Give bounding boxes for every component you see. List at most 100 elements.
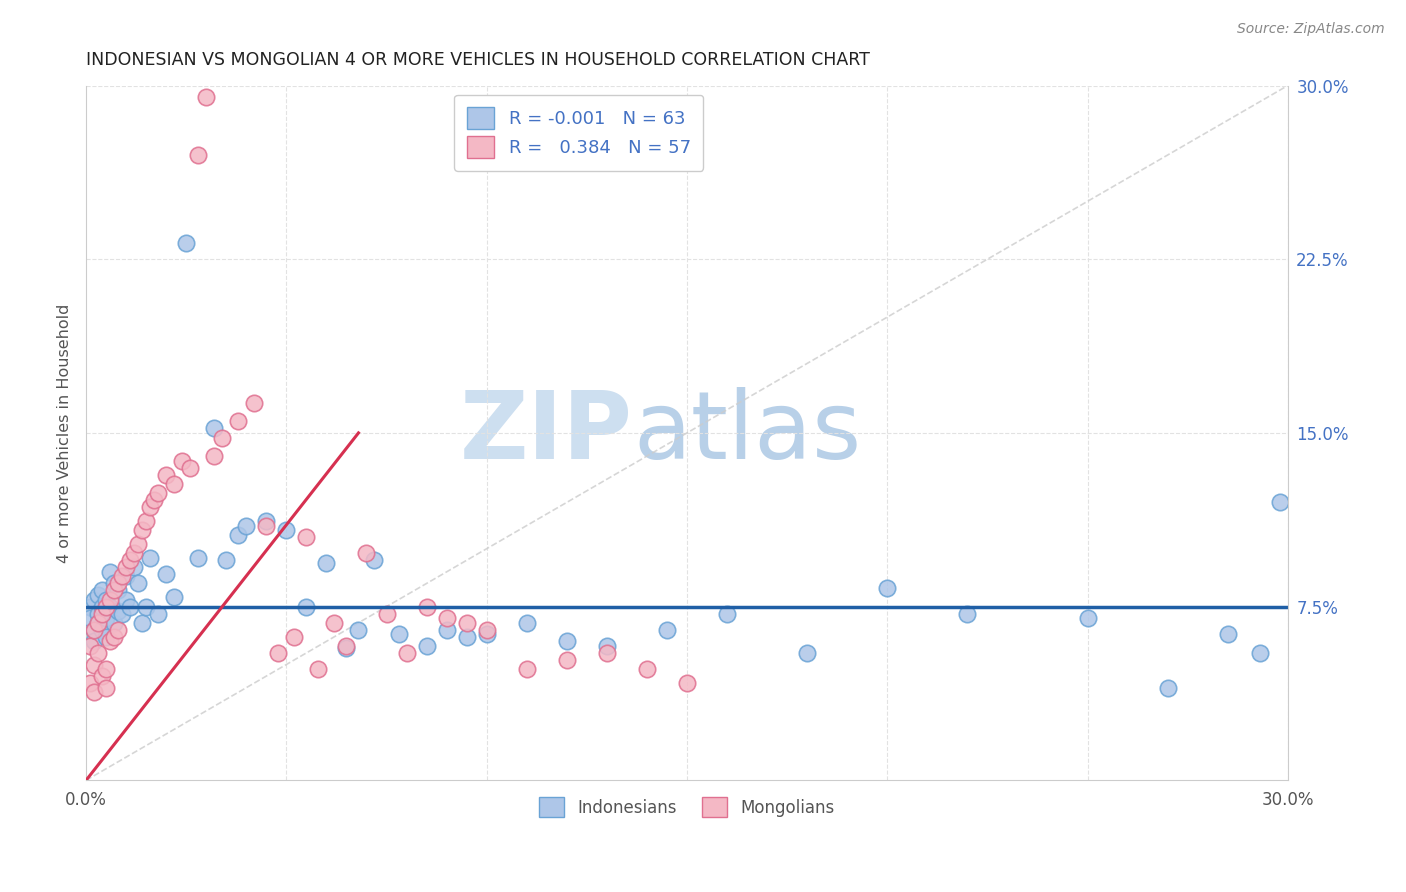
Point [226,528,249,542]
Point [475,627,498,641]
Point [94,630,117,644]
Point [1268,495,1291,509]
Point [111,607,134,621]
Point [139,551,162,566]
Point [120,553,142,567]
Point [91,607,114,621]
Point [148,486,170,500]
Point [187,551,209,566]
Point [83,685,105,699]
Point [267,646,290,660]
Point [79,676,101,690]
Point [91,599,114,614]
Point [94,599,117,614]
Point [98,634,121,648]
Point [143,493,166,508]
Point [107,576,129,591]
Point [555,634,578,648]
Point [120,599,142,614]
Point [135,514,157,528]
Point [596,646,619,660]
Point [163,591,186,605]
Point [796,646,818,660]
Point [1077,611,1099,625]
Point [415,639,437,653]
Point [87,588,110,602]
Legend: Indonesians, Mongolians: Indonesians, Mongolians [533,790,841,824]
Point [122,560,145,574]
Point [347,623,370,637]
Point [148,607,170,621]
Point [179,460,201,475]
Point [596,639,619,653]
Point [163,476,186,491]
Point [716,607,738,621]
Point [115,569,138,583]
Point [655,623,678,637]
Point [202,449,225,463]
Point [235,518,257,533]
Point [94,592,117,607]
Point [155,467,177,482]
Point [107,604,129,618]
Point [94,662,117,676]
Point [94,611,117,625]
Point [315,556,337,570]
Point [107,623,129,637]
Point [79,639,101,653]
Point [283,630,305,644]
Point [516,615,538,630]
Point [187,148,209,162]
Point [295,599,318,614]
Text: ZIP: ZIP [460,387,633,479]
Point [91,669,114,683]
Point [436,611,458,625]
Point [127,576,149,591]
Point [172,453,194,467]
Point [174,235,197,250]
Point [98,599,121,614]
Point [395,646,418,660]
Point [254,514,277,528]
Point [956,607,979,621]
Point [202,421,225,435]
Point [475,623,498,637]
Point [87,646,110,660]
Text: atlas: atlas [633,387,860,479]
Point [363,553,385,567]
Point [79,599,101,614]
Point [335,641,357,656]
Point [98,592,121,607]
Point [87,615,110,630]
Point [103,583,125,598]
Point [107,583,129,598]
Point [226,414,249,428]
Point [1216,627,1239,641]
Point [103,630,125,644]
Point [335,639,357,653]
Point [375,607,398,621]
Point [115,560,138,574]
Point [211,431,233,445]
Point [111,569,134,583]
Point [555,653,578,667]
Point [83,657,105,672]
Point [155,567,177,582]
Point [127,537,149,551]
Point [254,518,277,533]
Point [91,623,114,637]
Point [456,630,478,644]
Point [295,530,318,544]
Point [83,592,105,607]
Point [307,662,329,676]
Point [83,623,105,637]
Point [79,611,101,625]
Point [636,662,658,676]
Point [91,583,114,598]
Point [436,623,458,637]
Point [94,681,117,695]
Point [1249,646,1271,660]
Point [87,615,110,630]
Point [456,615,478,630]
Point [131,523,153,537]
